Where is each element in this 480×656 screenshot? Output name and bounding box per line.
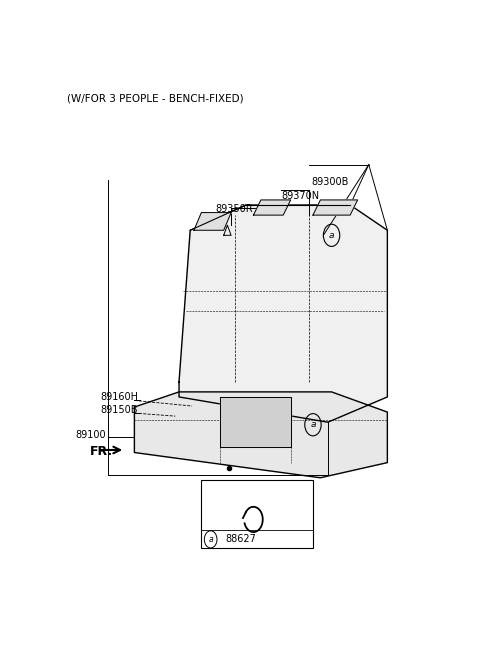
Polygon shape <box>134 392 387 478</box>
Text: 89370N: 89370N <box>281 191 320 201</box>
Text: 89100: 89100 <box>76 430 107 440</box>
Polygon shape <box>220 397 290 447</box>
Text: 88627: 88627 <box>226 535 256 544</box>
Polygon shape <box>253 200 290 215</box>
Text: a: a <box>208 535 213 544</box>
Text: FR.: FR. <box>90 445 113 458</box>
Text: 89150B: 89150B <box>101 405 138 415</box>
Text: a: a <box>310 420 316 429</box>
Text: 89300B: 89300B <box>311 177 348 187</box>
Text: 89350R: 89350R <box>216 204 253 214</box>
Polygon shape <box>179 205 387 422</box>
Text: 89160H: 89160H <box>100 392 138 402</box>
Polygon shape <box>194 213 231 230</box>
Text: (W/FOR 3 PEOPLE - BENCH-FIXED): (W/FOR 3 PEOPLE - BENCH-FIXED) <box>67 94 244 104</box>
Text: a: a <box>329 231 334 240</box>
Polygon shape <box>313 200 358 215</box>
Bar <box>202 480 313 548</box>
